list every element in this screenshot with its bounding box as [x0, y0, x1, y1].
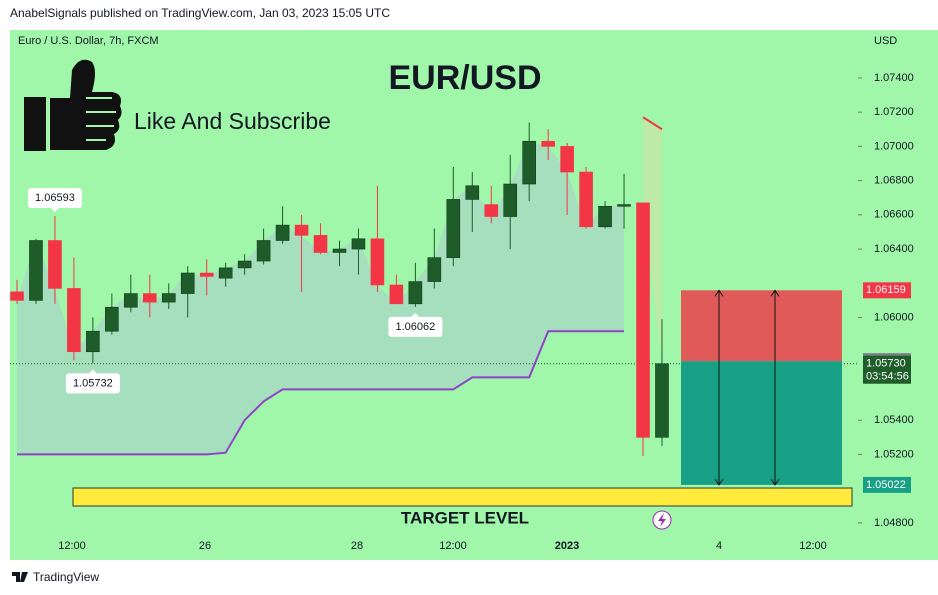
x-tick-label: 26: [199, 540, 211, 552]
candle-body: [86, 330, 100, 353]
candle-body: [370, 238, 385, 286]
candle-body: [180, 272, 195, 294]
marker-box: [65, 373, 120, 394]
y-tick-label: 1.07200: [874, 106, 914, 118]
marker-pointer: [88, 369, 97, 374]
x-tick-label: 4: [716, 540, 722, 552]
candle-body: [522, 140, 536, 185]
x-tick-label: 28: [351, 540, 363, 552]
candle-body: [560, 146, 574, 173]
header: AnabelSignals published on TradingView.c…: [10, 6, 390, 20]
candle-body: [598, 205, 612, 228]
subtitle: Like And Subscribe: [134, 108, 331, 134]
countdown: 03:54:56: [866, 371, 909, 383]
candle-body: [105, 306, 119, 332]
candle-body: [161, 293, 176, 303]
target-zone: [681, 361, 842, 485]
candle-body: [389, 284, 404, 305]
candle-body: [48, 240, 62, 289]
candle-body: [351, 238, 366, 250]
supertrend-down-line: [642, 116, 663, 131]
candle-body: [29, 240, 43, 301]
candle-body: [199, 272, 214, 277]
marker-label: 1.05732: [73, 377, 113, 389]
x-tick-label: 12:00: [58, 540, 86, 552]
target-bar: [72, 487, 853, 507]
last-price-box: [863, 355, 911, 384]
y-tick-label: 1.05400: [874, 414, 914, 426]
last-price-label: 1.05730: [866, 358, 906, 370]
footer: TradingView: [33, 570, 99, 584]
currency: USD: [874, 35, 897, 47]
x-tick-label: 2023: [555, 540, 579, 552]
candle-body: [655, 363, 669, 438]
supertrend-line: [17, 330, 625, 456]
arrow-head: [770, 289, 780, 486]
candle-body: [446, 199, 461, 258]
candle-body: [275, 224, 290, 241]
marker-pointer: [411, 312, 420, 317]
candle-body: [408, 281, 423, 305]
y-tick-label: 1.06600: [874, 209, 914, 221]
stop-tag-box: [863, 282, 911, 299]
target-tag-box: [863, 476, 911, 493]
y-tick-label: 1.05200: [874, 448, 914, 460]
candle-body: [579, 171, 593, 228]
candle-body: [503, 183, 518, 217]
candle-body: [465, 185, 480, 200]
candle-body: [332, 248, 347, 253]
marker-label: 1.06062: [395, 321, 435, 333]
target-tag: 1.05022: [866, 479, 906, 491]
x-tick-label: 12:00: [799, 540, 827, 552]
marker-label: 1.06593: [35, 192, 75, 204]
candle-body: [237, 260, 252, 269]
candle-body: [484, 204, 499, 217]
arrow-head: [714, 289, 724, 486]
x-tick-label: 12:00: [439, 540, 467, 552]
candle-body: [10, 291, 24, 301]
candle-body: [67, 288, 81, 353]
symbol: Euro / U.S. Dollar, 7h, FXCM: [18, 35, 159, 47]
y-tick-label: 1.04800: [874, 517, 914, 529]
y-tick-label: 1.06000: [874, 311, 914, 323]
candle-body: [313, 235, 328, 253]
candle-body: [256, 240, 271, 262]
y-tick-label: 1.06400: [874, 243, 914, 255]
chart-title: EUR/USD: [388, 59, 541, 97]
candle-body: [294, 224, 309, 236]
marker-box: [27, 188, 82, 209]
candle-body: [617, 204, 631, 207]
trend-down-fill: [643, 117, 662, 364]
annotation: TARGET LEVEL: [401, 508, 529, 527]
candle-body: [142, 293, 157, 303]
y-tick-label: 1.07400: [874, 72, 914, 84]
y-tick-label: 1.07000: [874, 140, 914, 152]
marker-pointer: [50, 208, 59, 213]
candle-body: [427, 257, 442, 282]
candle-body: [124, 293, 138, 308]
event-bolt: [658, 513, 666, 527]
y-tick-label: 1.06800: [874, 175, 914, 187]
stop-zone: [681, 290, 842, 362]
marker-box: [388, 316, 443, 337]
candle-body: [218, 267, 233, 279]
candle-body: [636, 202, 650, 438]
thumb-icon: [24, 59, 122, 151]
candle-body: [541, 140, 555, 147]
stop-tag: 1.06159: [866, 284, 906, 296]
tv-logo: [12, 572, 28, 582]
